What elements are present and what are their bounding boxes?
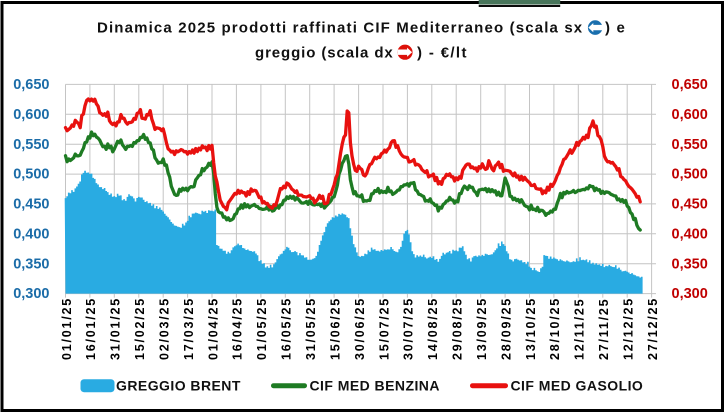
svg-text:0,600: 0,600 [13,107,49,123]
svg-text:0,650: 0,650 [672,77,708,93]
svg-text:0,400: 0,400 [672,226,708,242]
svg-text:28/10/25: 28/10/25 [548,297,562,360]
svg-text:0,300: 0,300 [13,286,49,302]
svg-text:01/04/25: 01/04/25 [206,297,220,360]
svg-text:12/11/25: 12/11/25 [573,298,587,360]
svg-text:0,550: 0,550 [13,137,49,153]
svg-text:16/01/25: 16/01/25 [84,297,98,360]
svg-text:12/12/25: 12/12/25 [622,297,636,360]
svg-text:greggio (scala dx: greggio (scala dx [255,45,394,62]
svg-text:0,450: 0,450 [13,197,49,213]
svg-text:0,600: 0,600 [672,107,708,123]
svg-text:0,450: 0,450 [672,197,708,213]
svg-text:CIF MED BENZINA: CIF MED BENZINA [310,378,440,394]
svg-text:28/09/25: 28/09/25 [499,297,513,360]
svg-text:31/01/25: 31/01/25 [109,297,123,360]
svg-text:16/05/25: 16/05/25 [280,297,294,360]
svg-text:01/05/25: 01/05/25 [255,297,269,360]
svg-text:31/05/25: 31/05/25 [304,297,318,360]
svg-text:27/11/25: 27/11/25 [597,298,611,360]
svg-text:Dinamica 2025 prodotti raffina: Dinamica 2025 prodotti raffinati CIF Med… [97,20,583,37]
svg-text:02/03/25: 02/03/25 [158,297,172,360]
svg-text:0,400: 0,400 [13,226,49,242]
svg-text:13/09/25: 13/09/25 [475,297,489,360]
svg-text:30/06/25: 30/06/25 [353,297,367,360]
svg-text:29/08/25: 29/08/25 [451,297,465,360]
svg-text:01/01/25: 01/01/25 [60,297,74,360]
svg-text:0,300: 0,300 [672,286,708,302]
svg-text:0,550: 0,550 [672,137,708,153]
svg-text:13/10/25: 13/10/25 [524,297,538,360]
svg-text:0,350: 0,350 [672,256,708,272]
svg-text:0,500: 0,500 [13,167,49,183]
svg-text:30/07/25: 30/07/25 [402,297,416,360]
svg-text:) e: ) e [605,20,626,37]
svg-text:15/06/25: 15/06/25 [328,297,342,360]
svg-text:16/04/25: 16/04/25 [231,297,245,360]
svg-text:17/03/25: 17/03/25 [182,297,196,360]
svg-text:14/08/25: 14/08/25 [426,297,440,360]
svg-text:CIF MED GASOLIO: CIF MED GASOLIO [511,378,644,394]
svg-text:0,350: 0,350 [13,256,49,272]
svg-text:) - €/lt: ) - €/lt [417,45,468,62]
svg-text:27/12/25: 27/12/25 [646,297,660,360]
svg-text:15/02/25: 15/02/25 [133,297,147,360]
svg-text:0,650: 0,650 [13,77,49,93]
svg-text:15/07/25: 15/07/25 [377,297,391,360]
svg-text:0,500: 0,500 [672,167,708,183]
svg-text:GREGGIO BRENT: GREGGIO BRENT [116,378,241,394]
